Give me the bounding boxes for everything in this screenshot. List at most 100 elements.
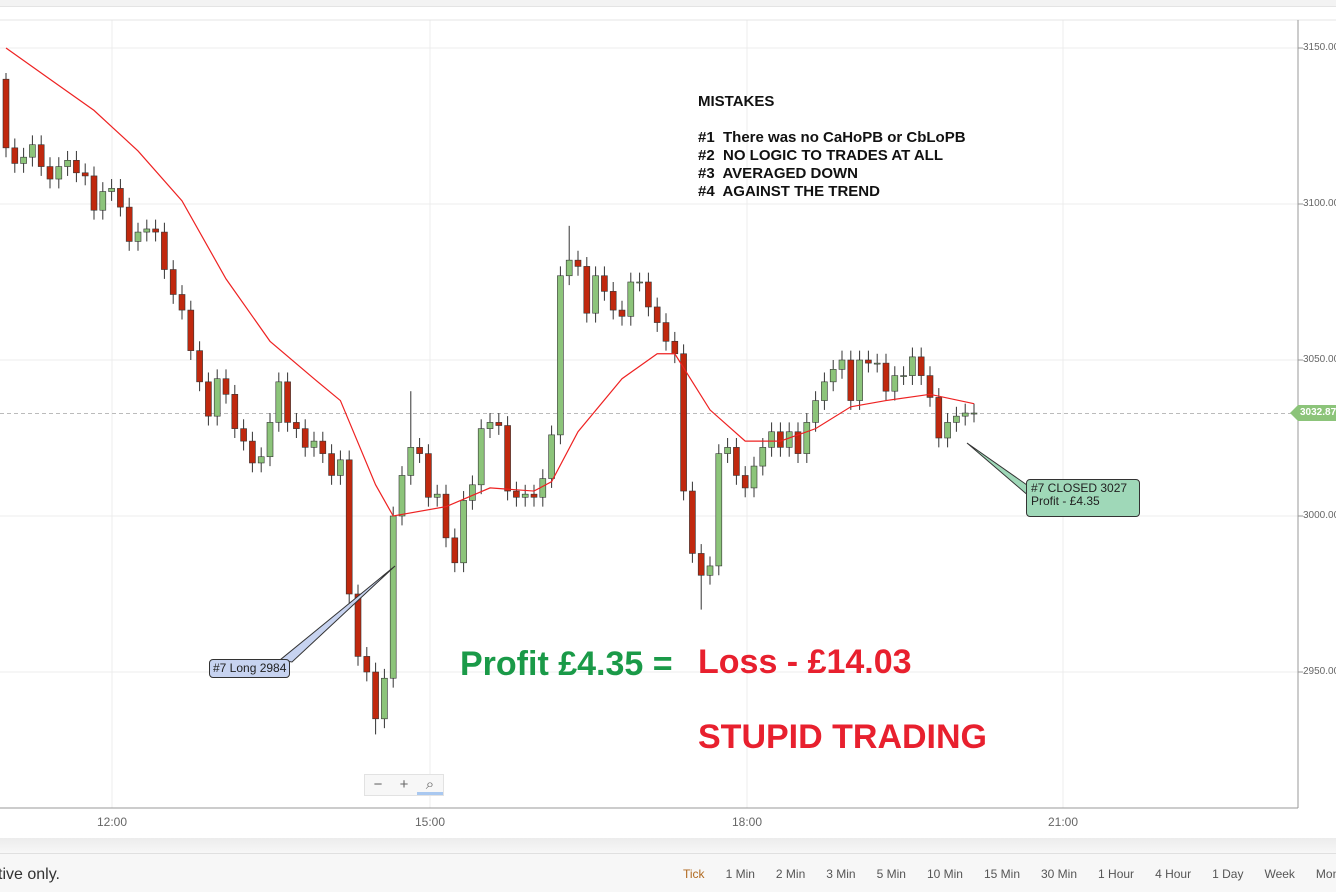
candle — [337, 459, 344, 476]
candle — [213, 378, 221, 417]
loss-text: Loss - £14.03 — [698, 643, 912, 681]
candle — [108, 188, 115, 192]
candle — [812, 400, 819, 423]
candle — [117, 188, 124, 208]
zoom-out-button[interactable]: − — [373, 776, 383, 793]
candle — [741, 475, 749, 489]
long-callout-pointer — [278, 565, 396, 663]
candle — [706, 565, 714, 576]
candle — [680, 353, 687, 492]
candle — [671, 340, 679, 355]
candle — [354, 593, 362, 657]
zoom-reset-icon[interactable]: ⌕ — [417, 775, 443, 795]
candle — [73, 160, 80, 174]
timeframe-tick[interactable]: Tick — [683, 867, 705, 881]
timeframe-1-min[interactable]: 1 Min — [725, 867, 755, 881]
verdict-text: STUPID TRADING — [698, 718, 987, 756]
candle — [134, 231, 142, 242]
candle — [636, 281, 643, 284]
y-tick: 3150.00 — [1303, 42, 1336, 53]
candle — [803, 422, 811, 454]
divider — [0, 838, 1336, 853]
close-callout-profit: Profit - £4.35 — [1031, 494, 1100, 508]
candle — [944, 422, 951, 439]
candle — [829, 369, 837, 383]
top-bar — [0, 0, 1336, 7]
candle — [521, 493, 529, 498]
candle — [618, 309, 626, 317]
candle — [935, 397, 943, 439]
price-chart[interactable] — [0, 0, 1336, 840]
candle — [451, 537, 459, 564]
candle — [460, 500, 467, 564]
candle — [961, 412, 969, 417]
y-tick: 2950.00 — [1303, 666, 1336, 677]
candle — [81, 172, 89, 177]
y-tick: 3000.00 — [1303, 510, 1336, 521]
candle — [486, 422, 494, 429]
close-callout-pointer — [966, 442, 1031, 499]
mistakes-note: MISTAKES #1 There was no CaHoPB or CbLoP… — [698, 93, 966, 200]
candle — [601, 275, 608, 292]
candle — [2, 78, 10, 149]
candle — [249, 440, 256, 464]
candle — [275, 381, 283, 423]
candle — [689, 490, 696, 554]
candle — [768, 431, 775, 448]
candle — [161, 231, 168, 270]
moving-average-line — [5, 47, 975, 517]
profit-text: Profit £4.35 = — [460, 645, 673, 683]
candle — [891, 375, 899, 392]
x-tick: 21:00 — [1047, 815, 1079, 829]
timeframe-5-min[interactable]: 5 Min — [876, 867, 906, 881]
timeframe-10-min[interactable]: 10 Min — [926, 867, 963, 881]
candle — [953, 415, 960, 423]
candle — [873, 362, 881, 365]
candle — [926, 375, 934, 398]
candle — [240, 428, 247, 442]
candle — [856, 359, 863, 401]
candle — [20, 156, 27, 164]
current-price-tag: 3032.87 — [1289, 405, 1336, 421]
y-tick: 3100.00 — [1303, 198, 1336, 209]
timeframe-2-min[interactable]: 2 Min — [775, 867, 806, 881]
candle — [29, 144, 36, 158]
candle — [266, 422, 274, 458]
timeframe-30-min[interactable]: 30 Min — [1041, 867, 1078, 881]
candle — [477, 428, 485, 486]
candle — [574, 259, 582, 267]
candle — [750, 465, 758, 489]
candle — [724, 447, 731, 454]
candle — [557, 275, 564, 436]
candle — [442, 493, 450, 539]
candle — [609, 291, 617, 311]
candle — [125, 206, 133, 242]
candle — [372, 671, 379, 720]
candle — [90, 175, 98, 211]
candle — [759, 447, 767, 467]
candle — [425, 453, 432, 498]
timeframe-month[interactable]: Month — [1315, 867, 1336, 881]
timeframe-15-min[interactable]: 15 Min — [983, 867, 1020, 881]
candle — [469, 484, 476, 501]
candle — [433, 493, 441, 498]
candle — [909, 356, 916, 376]
candle — [37, 144, 45, 167]
timeframe-3-min[interactable]: 3 Min — [826, 867, 856, 881]
timeframe-1-hour[interactable]: 1 Hour — [1098, 867, 1135, 881]
candle — [178, 294, 186, 311]
candle — [310, 440, 318, 448]
candle — [645, 281, 652, 308]
candle — [653, 306, 661, 323]
candle — [398, 475, 406, 517]
candle — [970, 412, 978, 415]
timeframe-1-day[interactable]: 1 Day — [1212, 867, 1244, 881]
candle — [627, 281, 635, 317]
candle — [865, 359, 872, 364]
zoom-in-button[interactable]: + — [399, 776, 409, 793]
timeframe-week[interactable]: Week — [1264, 867, 1295, 881]
candle — [389, 515, 397, 679]
candle — [777, 431, 784, 448]
candle — [55, 166, 63, 180]
timeframe-4-hour[interactable]: 4 Hour — [1155, 867, 1192, 881]
